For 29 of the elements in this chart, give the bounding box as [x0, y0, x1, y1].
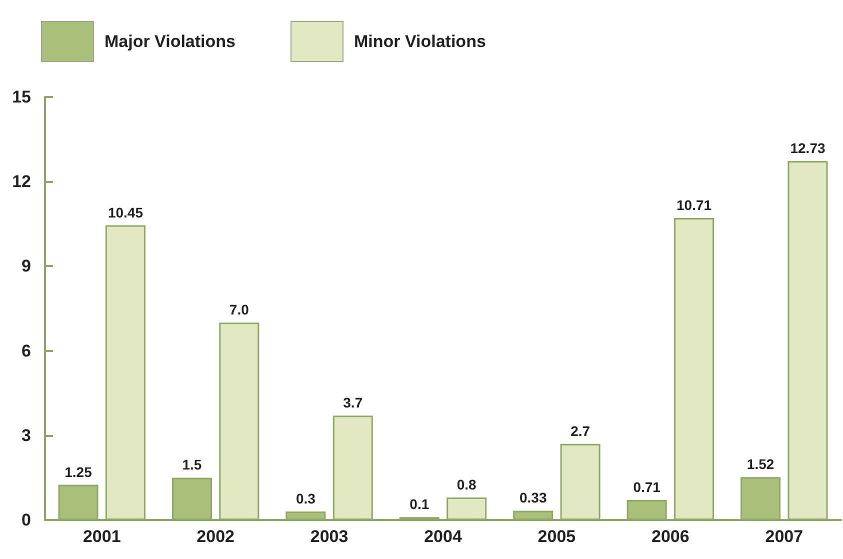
- data-label: 0.33: [519, 490, 547, 506]
- data-label: 0.71: [633, 478, 661, 495]
- x-tick-label: 2003: [310, 527, 348, 546]
- x-tick-label: 2005: [538, 527, 576, 546]
- x-tick-label: 2007: [765, 527, 804, 546]
- data-label: 0.8: [456, 476, 477, 492]
- x-tick-label: 2001: [82, 527, 121, 546]
- data-label: 1.5: [182, 456, 202, 473]
- data-label: 2.7: [570, 422, 590, 439]
- data-label: 3.7: [343, 394, 363, 411]
- data-label: 1.52: [746, 456, 774, 472]
- y-tick-label: 3: [22, 426, 31, 445]
- data-label: 0.3: [296, 490, 316, 507]
- data-label: 12.73: [790, 140, 826, 156]
- data-label: 10.71: [676, 196, 712, 213]
- y-tick-label: 6: [22, 341, 31, 360]
- y-tick-label: 0: [22, 510, 31, 530]
- legend-label: Minor Violations: [354, 32, 486, 51]
- data-label: 10.45: [108, 204, 144, 220]
- data-label: 7.0: [229, 302, 250, 318]
- y-tick-label: 9: [22, 256, 31, 276]
- y-tick-label: 12: [12, 172, 31, 192]
- legend-label: Major Violations: [104, 32, 236, 51]
- data-label: 0.1: [410, 496, 430, 512]
- x-tick-label: 2002: [196, 527, 234, 546]
- data-label: 1.25: [64, 464, 92, 480]
- x-tick-label: 2006: [652, 527, 690, 546]
- x-tick-label: 2004: [424, 527, 462, 546]
- y-tick-label: 15: [12, 88, 31, 106]
